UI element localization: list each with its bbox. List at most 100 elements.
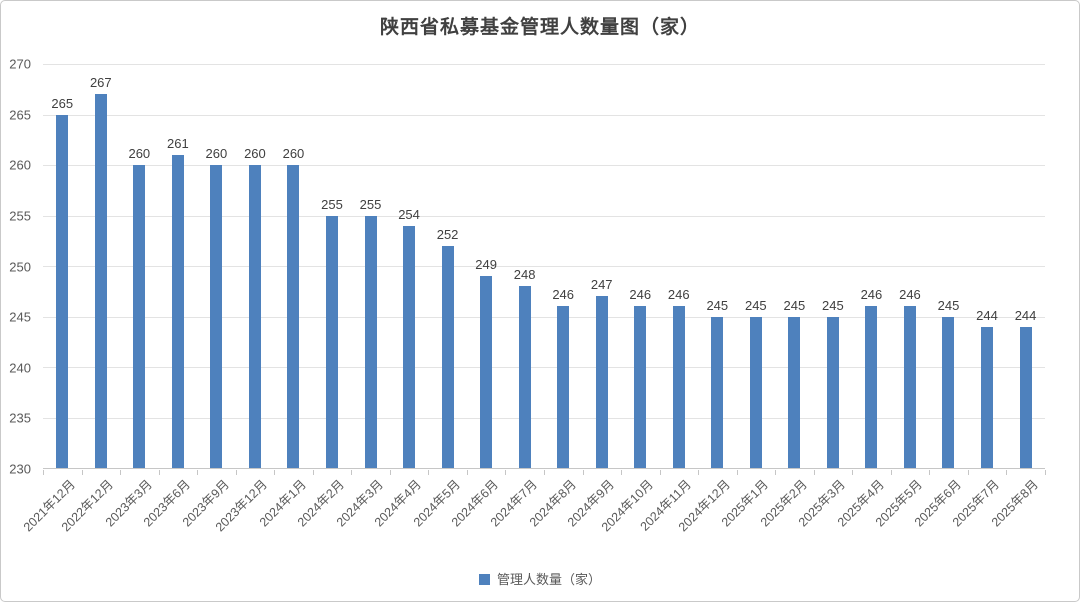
x-axis-tick	[775, 470, 777, 475]
bar-value-label: 245	[744, 297, 767, 313]
x-axis-tick	[389, 470, 391, 475]
bar-value-label: 255	[321, 196, 343, 212]
x-axis-tick	[659, 470, 661, 475]
x-axis-tick	[929, 470, 931, 475]
bar-slot: 246	[852, 64, 891, 468]
bar	[171, 154, 184, 468]
x-axis-tick	[1045, 470, 1046, 475]
x-axis-tick	[967, 470, 969, 475]
x-axis-tick	[736, 470, 738, 475]
bar-value-label: 252	[436, 226, 459, 242]
legend-label: 管理人数量（家）	[496, 572, 601, 587]
gridline	[43, 417, 1045, 419]
bar	[1019, 326, 1032, 468]
legend-swatch-icon	[478, 574, 490, 585]
y-axis-tick-label: 235	[9, 410, 31, 426]
x-axis-tick	[312, 470, 314, 475]
bar-slot: 246	[891, 64, 930, 468]
bar-value-label: 246	[667, 287, 690, 303]
bar	[826, 316, 839, 468]
y-axis-tick-label: 260	[9, 157, 31, 173]
bar	[518, 286, 531, 468]
bar-slot: 255	[351, 64, 390, 468]
bar	[788, 316, 801, 468]
bar-slot: 245	[737, 64, 776, 468]
bar	[364, 215, 377, 468]
bar	[903, 306, 916, 468]
bar-slot: 260	[120, 64, 159, 468]
bar	[557, 306, 570, 468]
bar-value-label: 248	[513, 267, 536, 283]
bar	[865, 306, 878, 468]
x-axis-tick	[120, 470, 122, 475]
y-axis-tick-label: 230	[9, 461, 31, 477]
bar-value-label: 260	[244, 146, 266, 161]
legend: 管理人数量（家）	[1, 573, 1079, 586]
bar	[56, 114, 69, 468]
bar-value-label: 249	[475, 257, 497, 273]
y-axis: 230 235 240 245 250 255 260 265 270	[1, 58, 37, 476]
x-axis-tick	[197, 470, 199, 475]
bar-value-label: 245	[822, 297, 844, 313]
bar-slot: 245	[775, 64, 814, 468]
bar	[94, 94, 107, 468]
bar	[634, 306, 647, 468]
x-axis-tick	[890, 470, 892, 475]
x-axis	[43, 470, 1046, 475]
x-axis-tick	[544, 470, 545, 475]
bar-value-label: 246	[629, 287, 652, 303]
bar	[248, 165, 261, 468]
bar-slot: 246	[544, 64, 583, 468]
bar-value-label: 246	[552, 287, 575, 303]
bars-layer: 265 267 260 261 260 260 260 255 255 254 252 249 248 2…	[43, 64, 1045, 468]
bar	[287, 165, 300, 468]
bar-slot: 245	[698, 64, 737, 468]
bar-slot: 245	[929, 64, 968, 468]
bar-slot: 267	[82, 64, 121, 468]
x-axis-tick	[351, 470, 353, 475]
bar-slot: 252	[428, 64, 467, 468]
gridline	[43, 367, 1045, 368]
gridline	[43, 64, 1045, 65]
x-axis-labels: 2021年12月 2022年12月 2023年3月 2023年6月 2023年9月 202…	[20, 477, 1045, 558]
bar-value-label: 254	[398, 206, 420, 222]
bar-slot: 260	[236, 64, 275, 468]
bar-value-label: 265	[51, 95, 74, 111]
gridline	[43, 266, 1045, 267]
x-axis-tick	[1006, 470, 1008, 475]
chart-title: 陕西省私募基金管理人数量图（家）	[379, 17, 700, 38]
bar-slot: 265	[43, 64, 82, 468]
gridline	[43, 215, 1045, 217]
bar	[480, 276, 493, 468]
y-axis-tick-label: 250	[9, 259, 31, 274]
y-axis-tick-label: 240	[9, 360, 31, 376]
x-axis-tick	[428, 470, 430, 475]
bar	[942, 316, 955, 468]
bar-value-label: 261	[167, 135, 189, 151]
bar	[133, 165, 146, 468]
x-axis-tick	[582, 470, 584, 475]
bar	[403, 225, 416, 468]
x-axis-tick	[505, 470, 507, 475]
bar-slot: 254	[390, 64, 429, 468]
bar	[325, 215, 338, 468]
bar-value-label: 260	[205, 146, 228, 161]
bar-slot: 244	[1006, 64, 1045, 468]
bar-value-label: 245	[706, 297, 729, 313]
bar-value-label: 260	[282, 146, 305, 161]
bar	[441, 245, 454, 468]
gridline	[43, 114, 1045, 116]
bar-value-label: 247	[590, 277, 613, 293]
bar	[210, 165, 223, 468]
x-axis-tick	[698, 470, 700, 475]
x-axis-tick	[274, 470, 276, 475]
bar	[749, 316, 762, 468]
x-axis-tick	[81, 470, 83, 475]
bar-value-label: 267	[89, 75, 112, 91]
bar-value-label: 246	[899, 287, 921, 303]
y-axis-tick-label: 265	[9, 107, 31, 123]
bar-slot: 246	[621, 64, 660, 468]
x-axis-tick	[43, 470, 44, 475]
bar-slot: 260	[274, 64, 313, 468]
